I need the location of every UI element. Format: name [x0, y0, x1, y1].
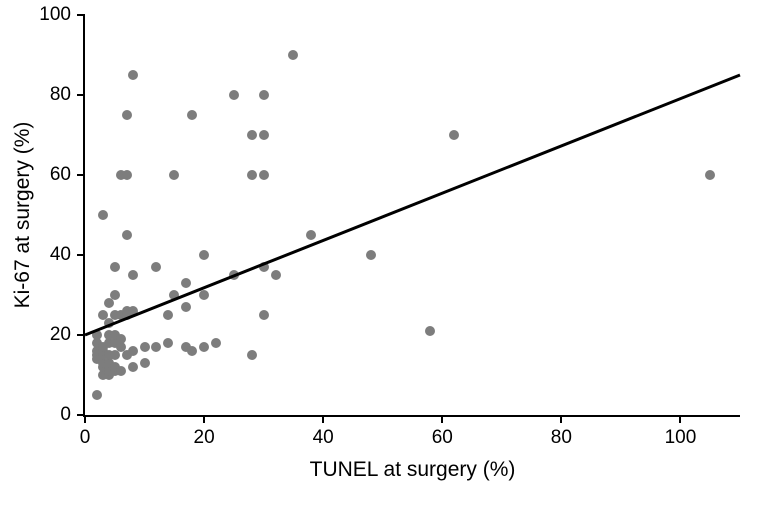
x-tick-label: 60	[432, 427, 453, 449]
x-tick-label: 40	[313, 427, 334, 449]
x-tick	[441, 415, 443, 423]
x-axis-label: TUNEL at surgery (%)	[310, 458, 516, 482]
y-tick-label: 80	[50, 84, 71, 106]
y-tick-label: 0	[60, 404, 71, 426]
x-tick-label: 80	[551, 427, 572, 449]
y-tick	[77, 414, 85, 416]
y-tick	[77, 14, 85, 16]
y-tick	[77, 254, 85, 256]
x-axis-line	[85, 415, 740, 417]
x-tick	[203, 415, 205, 423]
x-tick	[84, 415, 86, 423]
scatter-chart: TUNEL at surgery (%) Ki-67 at surgery (%…	[0, 0, 779, 506]
x-tick	[679, 415, 681, 423]
y-tick	[77, 174, 85, 176]
x-tick-label: 0	[80, 427, 91, 449]
y-tick	[77, 334, 85, 336]
regression-line	[85, 15, 740, 415]
y-tick-label: 60	[50, 164, 71, 186]
x-tick	[560, 415, 562, 423]
y-axis-label: Ki-67 at surgery (%)	[11, 122, 35, 309]
x-tick-label: 20	[194, 427, 215, 449]
y-tick-label: 40	[50, 244, 71, 266]
y-tick	[77, 94, 85, 96]
y-tick-label: 100	[39, 4, 71, 26]
y-tick-label: 20	[50, 324, 71, 346]
x-tick-label: 100	[665, 427, 697, 449]
x-tick	[322, 415, 324, 423]
